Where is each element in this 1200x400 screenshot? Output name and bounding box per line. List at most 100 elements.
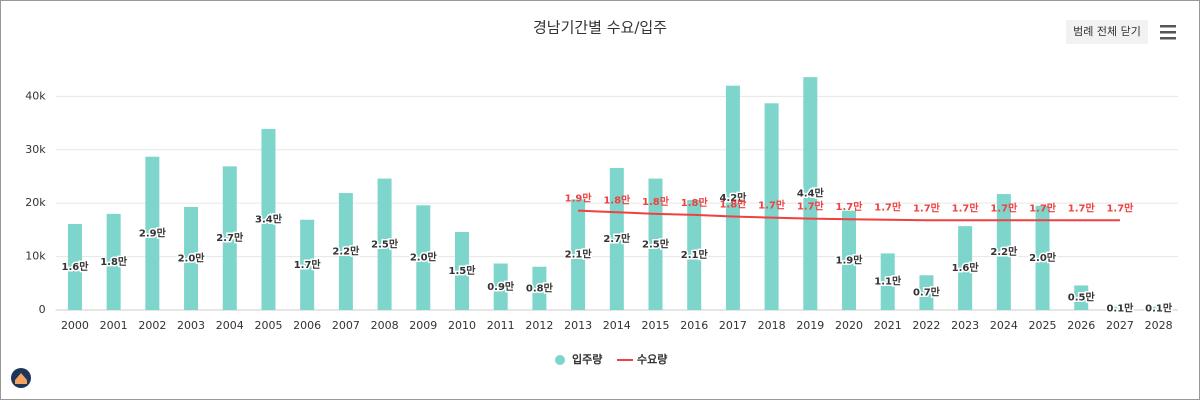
bar-value-label: 1.8만 [100, 255, 128, 268]
bar [67, 224, 82, 310]
bar-value-label: 0.7만 [913, 286, 941, 299]
y-tick-label: 0 [39, 303, 46, 316]
x-tick-label: 2020 [835, 319, 863, 332]
x-tick-label: 2004 [216, 319, 244, 332]
line-value-label: 1.7만 [913, 201, 941, 214]
bar-value-label: 4.4만 [797, 187, 825, 200]
bar-value-label: 1.5만 [449, 264, 477, 277]
bar [996, 194, 1011, 310]
x-tick-label: 2002 [138, 319, 166, 332]
bar-value-label: 1.9만 [836, 253, 864, 266]
line-value-label: 1.9만 [565, 192, 593, 205]
x-tick-label: 2016 [680, 319, 708, 332]
bar-value-label: 2.0만 [410, 251, 438, 264]
x-tick-label: 2014 [603, 319, 631, 332]
bar-value-label: 2.9만 [139, 226, 167, 239]
bar [648, 178, 663, 310]
line-value-label: 1.7만 [797, 200, 825, 213]
line-value-label: 1.8만 [681, 196, 709, 209]
bar-value-label: 2.7만 [216, 231, 244, 244]
bar-value-label: 2.2만 [332, 245, 360, 258]
line-value-label: 1.7만 [952, 201, 980, 214]
bar [880, 253, 895, 310]
bar-value-label: 0.1만 [1106, 301, 1134, 314]
home-icon-roof [15, 373, 27, 384]
x-tick-label: 2011 [487, 319, 515, 332]
x-tick-label: 2005 [254, 319, 282, 332]
y-tick-label: 10k [25, 250, 46, 263]
bar-value-label: 0.5만 [1068, 291, 1096, 304]
x-tick-label: 2003 [177, 319, 205, 332]
bar [377, 178, 392, 310]
legend-label: 수요량 [637, 353, 667, 366]
line-value-label: 1.7만 [990, 201, 1018, 214]
bar [687, 199, 702, 310]
line-value-label: 1.7만 [1068, 201, 1096, 214]
line [578, 209, 1120, 222]
bar [958, 226, 973, 310]
bar [1035, 205, 1050, 310]
x-tick-label: 2008 [371, 319, 399, 332]
bar [764, 103, 779, 310]
bar [454, 232, 469, 310]
bar [1074, 285, 1089, 310]
bar-value-label: 1.6만 [61, 260, 89, 273]
x-tick-label: 2019 [796, 319, 824, 332]
bar [184, 206, 199, 310]
bar-value-label: 2.5만 [371, 237, 399, 250]
y-tick-label: 40k [25, 89, 46, 102]
x-tick-label: 2006 [293, 319, 321, 332]
x-tick-label: 2028 [1145, 319, 1173, 332]
bar-value-label: 2.0만 [178, 251, 206, 264]
bar-value-label: 0.8만 [526, 281, 554, 294]
line-value-label: 1.7만 [758, 199, 786, 212]
bar [338, 193, 353, 310]
x-tick-label: 2025 [1029, 319, 1057, 332]
line-value-label: 1.8만 [642, 195, 670, 208]
x-tick-label: 2010 [448, 319, 476, 332]
x-tick-label: 2022 [912, 319, 940, 332]
legend-toggle[interactable] [1066, 20, 1148, 44]
bar-value-label: 2.1만 [565, 248, 593, 261]
bar-value-label: 4.2만 [719, 191, 747, 204]
legend-toggle-label[interactable]: 범례 전체 닫기 [1073, 25, 1141, 38]
bar-value-label: 1.6만 [952, 261, 980, 274]
bar [261, 128, 276, 310]
bar [1112, 306, 1127, 310]
x-tick-label: 2021 [874, 319, 902, 332]
bar [1151, 306, 1166, 310]
bar-value-label: 2.7만 [603, 232, 631, 245]
line-value-label: 1.8만 [603, 193, 631, 206]
bar [919, 275, 934, 310]
bar [222, 166, 237, 310]
y-tick-label: 30k [25, 143, 46, 156]
bar-value-label: 2.1만 [681, 248, 709, 261]
bar-value-label: 2.0만 [1029, 251, 1057, 264]
x-tick-label: 2024 [990, 319, 1018, 332]
bar [106, 213, 121, 310]
bar [493, 263, 508, 310]
x-tick-label: 2015 [642, 319, 670, 332]
x-tick-label: 2007 [332, 319, 360, 332]
x-tick-label: 2017 [719, 319, 747, 332]
bar [300, 219, 315, 310]
bar-value-label: 0.9만 [487, 280, 515, 293]
line-value-label: 1.7만 [836, 200, 864, 213]
x-tick-label: 2012 [525, 319, 553, 332]
bar [803, 77, 818, 311]
bar [145, 156, 160, 310]
x-tick-label: 2018 [758, 319, 786, 332]
x-tick-label: 2023 [951, 319, 979, 332]
bar-value-label: 3.4만 [255, 212, 283, 225]
x-tick-label: 2000 [61, 319, 89, 332]
x-tick-label: 2027 [1106, 319, 1134, 332]
chart-title: 경남기간별 수요/입주 [533, 19, 667, 37]
bar-value-label: 2.2만 [990, 245, 1018, 258]
bar [416, 205, 431, 310]
legend-swatch [555, 355, 565, 365]
legend-label: 입주량 [572, 353, 602, 366]
menu-icon[interactable] [1160, 25, 1176, 40]
bar [609, 167, 624, 310]
